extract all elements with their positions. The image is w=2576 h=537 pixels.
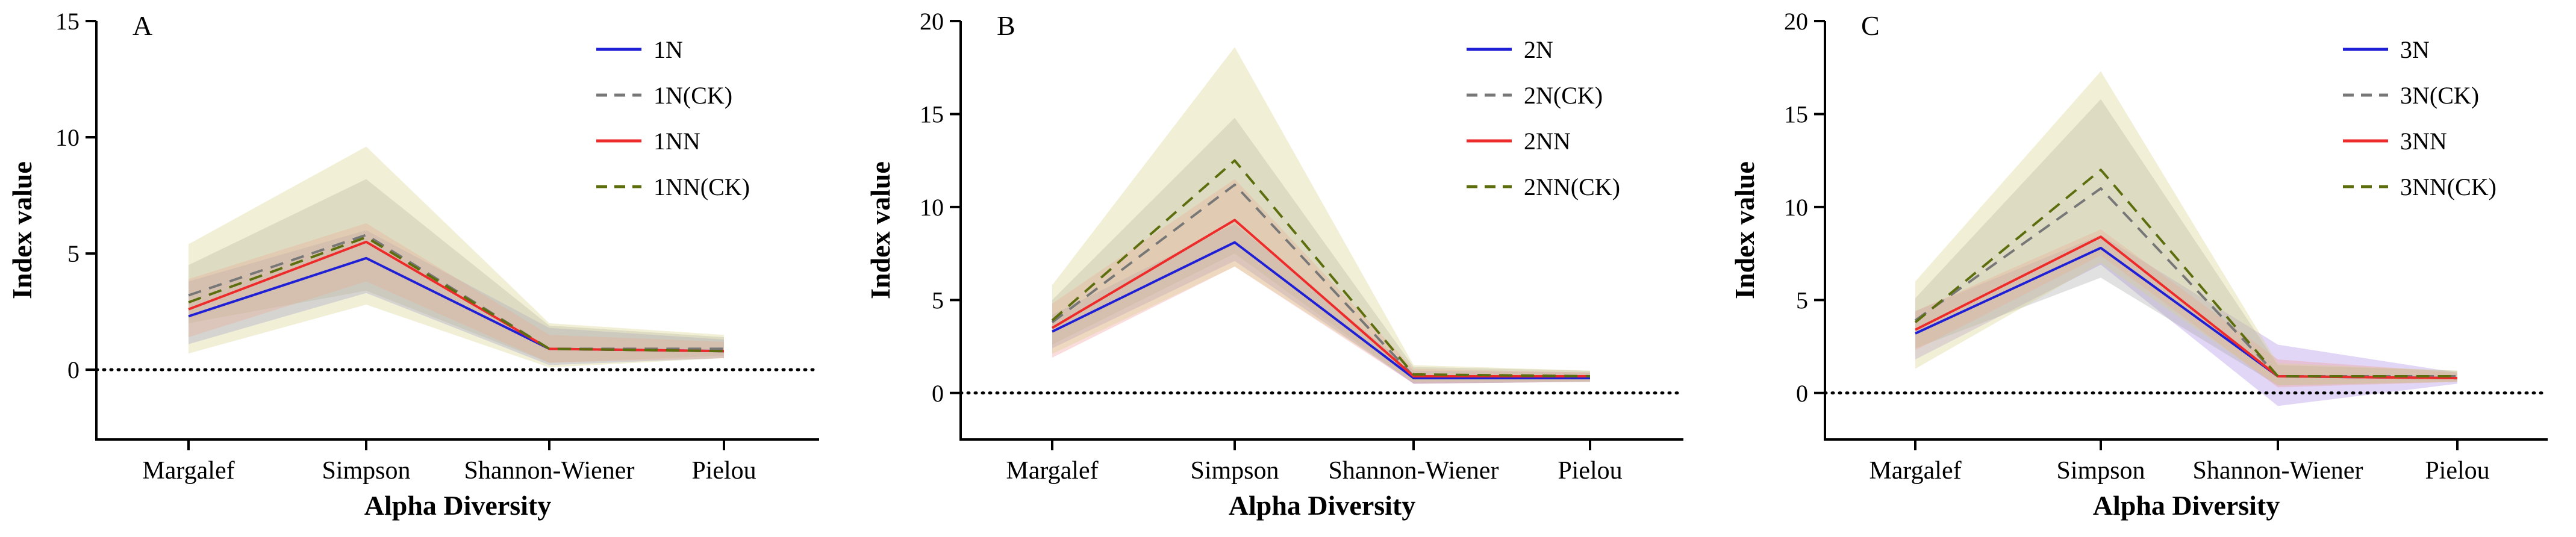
- legend: 3N 3N(CK) 3NN 3NN(CK): [2343, 36, 2496, 200]
- y-tick-label: 20: [1784, 8, 1808, 35]
- legend-label-2N(CK): 2N(CK): [1524, 82, 1603, 109]
- y-tick-label: 10: [55, 124, 80, 151]
- x-tick-label-margalef: Margalef: [1006, 457, 1098, 485]
- x-tick-label-pielou: Pielou: [691, 457, 756, 485]
- y-tick-label: 15: [1784, 101, 1808, 128]
- band-1NN(CK): [189, 146, 724, 368]
- legend-label-3N: 3N: [2400, 36, 2430, 63]
- x-axis-title: Alpha Diversity: [2093, 490, 2280, 521]
- y-tick-label: 0: [67, 356, 80, 383]
- band-2NN: [1052, 179, 1590, 384]
- band-1N: [189, 230, 724, 365]
- series-line-1N(CK): [188, 234, 724, 350]
- panel-c: 0 5 10 15 20 Margalef Simpson Shannon-Wiener Pie…: [1729, 8, 2549, 521]
- y-axis-title: Index value: [7, 161, 37, 299]
- legend-label-1N(CK): 1N(CK): [653, 82, 732, 109]
- series-line-3NN: [1915, 235, 2458, 380]
- panel-a: 0 5 10 15 Margalef Simpson Shannon-Wiener Pielo…: [7, 8, 821, 521]
- y-tick-label: 5: [932, 287, 944, 314]
- panel-b: 0 5 10 15 20 Margalef Simpson Shannon-Wiener Pie…: [865, 8, 1685, 521]
- legend-label-3NN: 3NN: [2400, 128, 2447, 155]
- band-3NN(CK): [1915, 71, 2457, 386]
- legend-label-2NN: 2NN: [1524, 128, 1571, 155]
- series-line-3NN(CK): [1914, 169, 2457, 377]
- x-tick-label-simpson: Simpson: [2056, 457, 2145, 485]
- x-axis-title: Alpha Diversity: [1229, 490, 1416, 521]
- band-2NN(CK): [1052, 47, 1590, 382]
- legend-label-1NN(CK): 1NN(CK): [653, 173, 750, 200]
- series-line-2N: [1052, 241, 1590, 380]
- x-tick-label-simpson: Simpson: [322, 457, 410, 485]
- panel-label: B: [997, 10, 1015, 41]
- x-tick-label-shannon-wiener: Shannon-Wiener: [464, 457, 635, 485]
- y-tick-label: 0: [1796, 380, 1808, 407]
- legend: 1N 1N(CK) 1NN 1NN(CK): [596, 36, 750, 200]
- legend-label-3N(CK): 3N(CK): [2400, 82, 2479, 109]
- band-2N(CK): [1052, 117, 1590, 384]
- legend: 2N 2N(CK) 2NN 2NN(CK): [1467, 36, 1620, 200]
- series-line-2N(CK): [1051, 183, 1590, 377]
- band-3NN: [1915, 229, 2457, 388]
- y-tick-label: 5: [67, 240, 80, 267]
- legend-label-2NN(CK): 2NN(CK): [1524, 173, 1620, 200]
- series-line-1NN(CK): [188, 236, 725, 353]
- y-tick-label: 0: [932, 380, 944, 407]
- y-tick-label: 15: [55, 8, 80, 35]
- x-tick-label-simpson: Simpson: [1190, 457, 1279, 485]
- x-tick-label-shannon-wiener: Shannon-Wiener: [1329, 457, 1499, 485]
- series-line-2NN(CK): [1051, 159, 1591, 377]
- y-tick-label: 5: [1796, 287, 1808, 314]
- legend-label-3NN(CK): 3NN(CK): [2400, 173, 2496, 200]
- band-3N: [1915, 235, 2457, 406]
- panel-label: C: [1861, 10, 1880, 41]
- band-3N(CK): [1915, 99, 2457, 386]
- x-tick-label-pielou: Pielou: [2425, 457, 2489, 485]
- x-tick-label-margalef: Margalef: [142, 457, 234, 485]
- series-line-1NN: [188, 240, 725, 353]
- x-axis-title: Alpha Diversity: [364, 490, 552, 521]
- x-tick-label-shannon-wiener: Shannon-Wiener: [2193, 457, 2363, 485]
- y-axis-title: Index value: [1729, 161, 1760, 299]
- y-tick-label: 10: [920, 194, 944, 221]
- panel-label: A: [133, 10, 152, 41]
- x-tick-label-pielou: Pielou: [1558, 457, 1622, 485]
- legend-label-1N: 1N: [653, 36, 683, 63]
- band-1N(CK): [189, 179, 724, 363]
- x-tick-label-margalef: Margalef: [1869, 457, 1961, 485]
- y-tick-label: 10: [1784, 194, 1808, 221]
- y-tick-label: 15: [920, 101, 944, 128]
- legend-label-1NN: 1NN: [653, 128, 700, 155]
- band-2N: [1052, 223, 1590, 384]
- legend-label-2N: 2N: [1524, 36, 1553, 63]
- y-tick-label: 20: [920, 8, 944, 35]
- y-axis-title: Index value: [865, 161, 896, 299]
